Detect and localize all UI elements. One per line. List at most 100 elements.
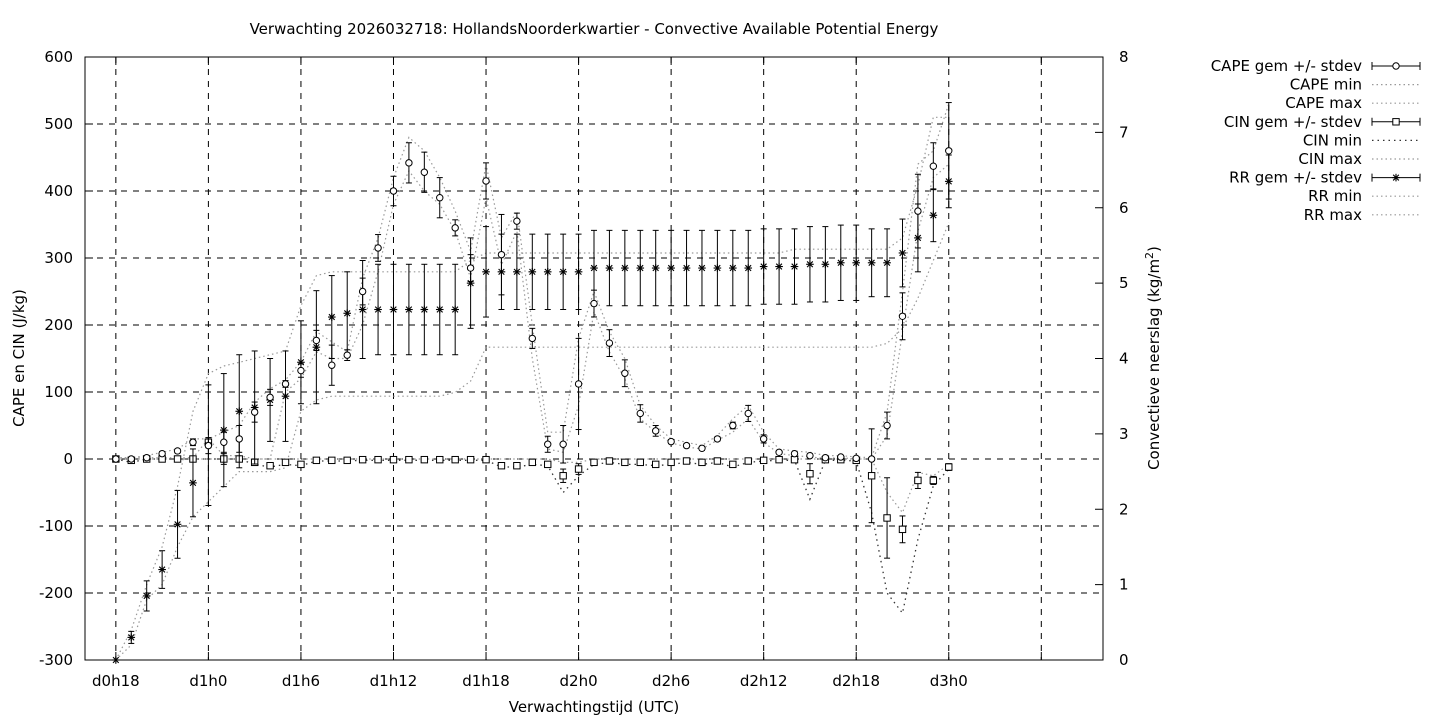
cape-mean-point	[451, 224, 459, 232]
rr-mean-point	[482, 268, 490, 276]
cape-mean-point	[775, 448, 783, 456]
cape-mean-point	[744, 409, 752, 418]
y2-tick-label: 6	[1119, 199, 1129, 217]
cin-mean-point	[281, 458, 290, 467]
y-tick-label: 0	[63, 450, 73, 468]
rr-mean-point	[543, 268, 552, 276]
cin-mean-point	[312, 456, 321, 465]
cin-mean-point	[405, 455, 413, 464]
y-tick-label: 100	[44, 383, 73, 401]
cape-mean-point	[158, 449, 166, 458]
cin-mean-point	[389, 455, 398, 464]
y2-tick-label: 4	[1119, 350, 1129, 368]
y2-tick-label: 7	[1119, 123, 1129, 141]
rr-mean-point	[651, 264, 660, 272]
cape-mean-point	[945, 147, 953, 155]
cape-mean-point	[867, 455, 876, 463]
cin-mean-point	[590, 458, 598, 467]
rr-mean-point-stroke	[745, 264, 752, 272]
rr-mean-point	[821, 260, 830, 269]
cin-mean-point	[682, 457, 691, 465]
rr-mean-point	[729, 264, 737, 272]
rr-mean-point-stroke	[806, 261, 814, 268]
rr-mean-point	[281, 392, 290, 400]
rr-mean-point-stroke	[328, 313, 336, 321]
y2-tick-label: 0	[1119, 651, 1129, 669]
rr-mean-point-stroke	[714, 264, 721, 272]
rr-mean-point	[574, 268, 583, 276]
rr-mean-point-stroke	[637, 264, 644, 272]
cin-mean-point	[358, 455, 367, 464]
rr-mean-point-stroke	[868, 259, 875, 267]
y2-tick-label: 2	[1119, 500, 1129, 518]
legend-marker	[1392, 173, 1400, 182]
x-tick-label: d1h12	[370, 672, 418, 690]
cin-mean-point	[451, 455, 459, 464]
rr-mean-point	[790, 262, 799, 271]
cin-mean-point	[713, 457, 722, 465]
rr-mean-point	[327, 313, 336, 321]
cin-mean-point	[528, 458, 537, 467]
cape-mean-point	[914, 207, 922, 215]
cin-mean-point	[759, 456, 768, 465]
rr-mean-point-stroke	[451, 306, 459, 313]
y-tick-label: 600	[44, 48, 73, 66]
rr-mean-point-stroke	[529, 268, 536, 276]
rr-mean-point-stroke	[729, 264, 737, 272]
x-tick-label: d1h18	[462, 672, 510, 690]
rr-mean-point-stroke	[405, 306, 413, 313]
cape-mean-point	[220, 438, 228, 446]
rr-max-line	[115, 116, 949, 661]
cin-mean-point	[667, 458, 675, 467]
rr-mean-point-stroke	[128, 634, 135, 641]
rr-mean-point-stroke	[189, 479, 197, 487]
x-tick-label: d0h18	[92, 672, 140, 690]
rr-mean-point	[883, 258, 891, 267]
legend-label: CAPE gem +/- stdev	[1211, 57, 1362, 75]
cape-mean-point	[636, 409, 644, 418]
rr-mean-point-stroke	[667, 264, 675, 272]
cin-mean-point	[466, 455, 475, 464]
rr-mean-point-stroke	[683, 264, 690, 272]
cape-mean-point	[806, 451, 814, 460]
rr-mean-point	[590, 264, 598, 272]
x-tick-label: d2h12	[740, 672, 788, 690]
rr-mean-point	[621, 264, 629, 272]
cin-mean-point	[482, 455, 490, 464]
cin-mean-point	[497, 462, 506, 470]
rr-mean-point-stroke	[590, 264, 598, 272]
rr-mean-point	[806, 260, 814, 269]
cape-mean-point	[667, 437, 675, 446]
cin-mean-point	[559, 472, 567, 480]
x-tick-label: d2h6	[652, 672, 690, 690]
rr-mean-point-stroke	[621, 264, 629, 272]
rr-mean-point	[420, 305, 429, 314]
cin-mean-point	[775, 455, 783, 464]
y2-tick-label: 1	[1119, 576, 1129, 594]
rr-mean-point-stroke	[482, 268, 490, 276]
cin-mean-point	[636, 458, 644, 467]
cape-mean-point	[713, 435, 722, 443]
x-axis-label: Verwachtingstijd (UTC)	[509, 698, 680, 716]
rr-mean-point-stroke	[606, 264, 613, 272]
rr-mean-point	[235, 407, 244, 416]
cin-mean-point	[343, 456, 351, 465]
x-tick-label: d1h0	[189, 672, 227, 690]
rr-mean-point	[744, 264, 753, 272]
x-tick-label: d2h18	[832, 672, 880, 690]
rr-mean-point	[173, 520, 182, 529]
rr-mean-point-stroke	[513, 268, 521, 276]
cape-mean-point	[621, 369, 629, 377]
rr-mean-point	[667, 264, 675, 272]
cin-mean-point	[929, 476, 938, 485]
rr-mean-point-stroke	[421, 306, 428, 313]
rr-mean-point-stroke	[575, 268, 582, 276]
cape-mean-point	[528, 334, 537, 343]
y2-tick-label: 3	[1119, 425, 1129, 443]
rr-mean-point-stroke	[158, 566, 166, 573]
cape-mean-point	[883, 421, 891, 430]
legend-marker	[1392, 118, 1400, 126]
rr-mean-point-stroke	[883, 259, 891, 267]
cin-mean-point	[945, 463, 953, 471]
